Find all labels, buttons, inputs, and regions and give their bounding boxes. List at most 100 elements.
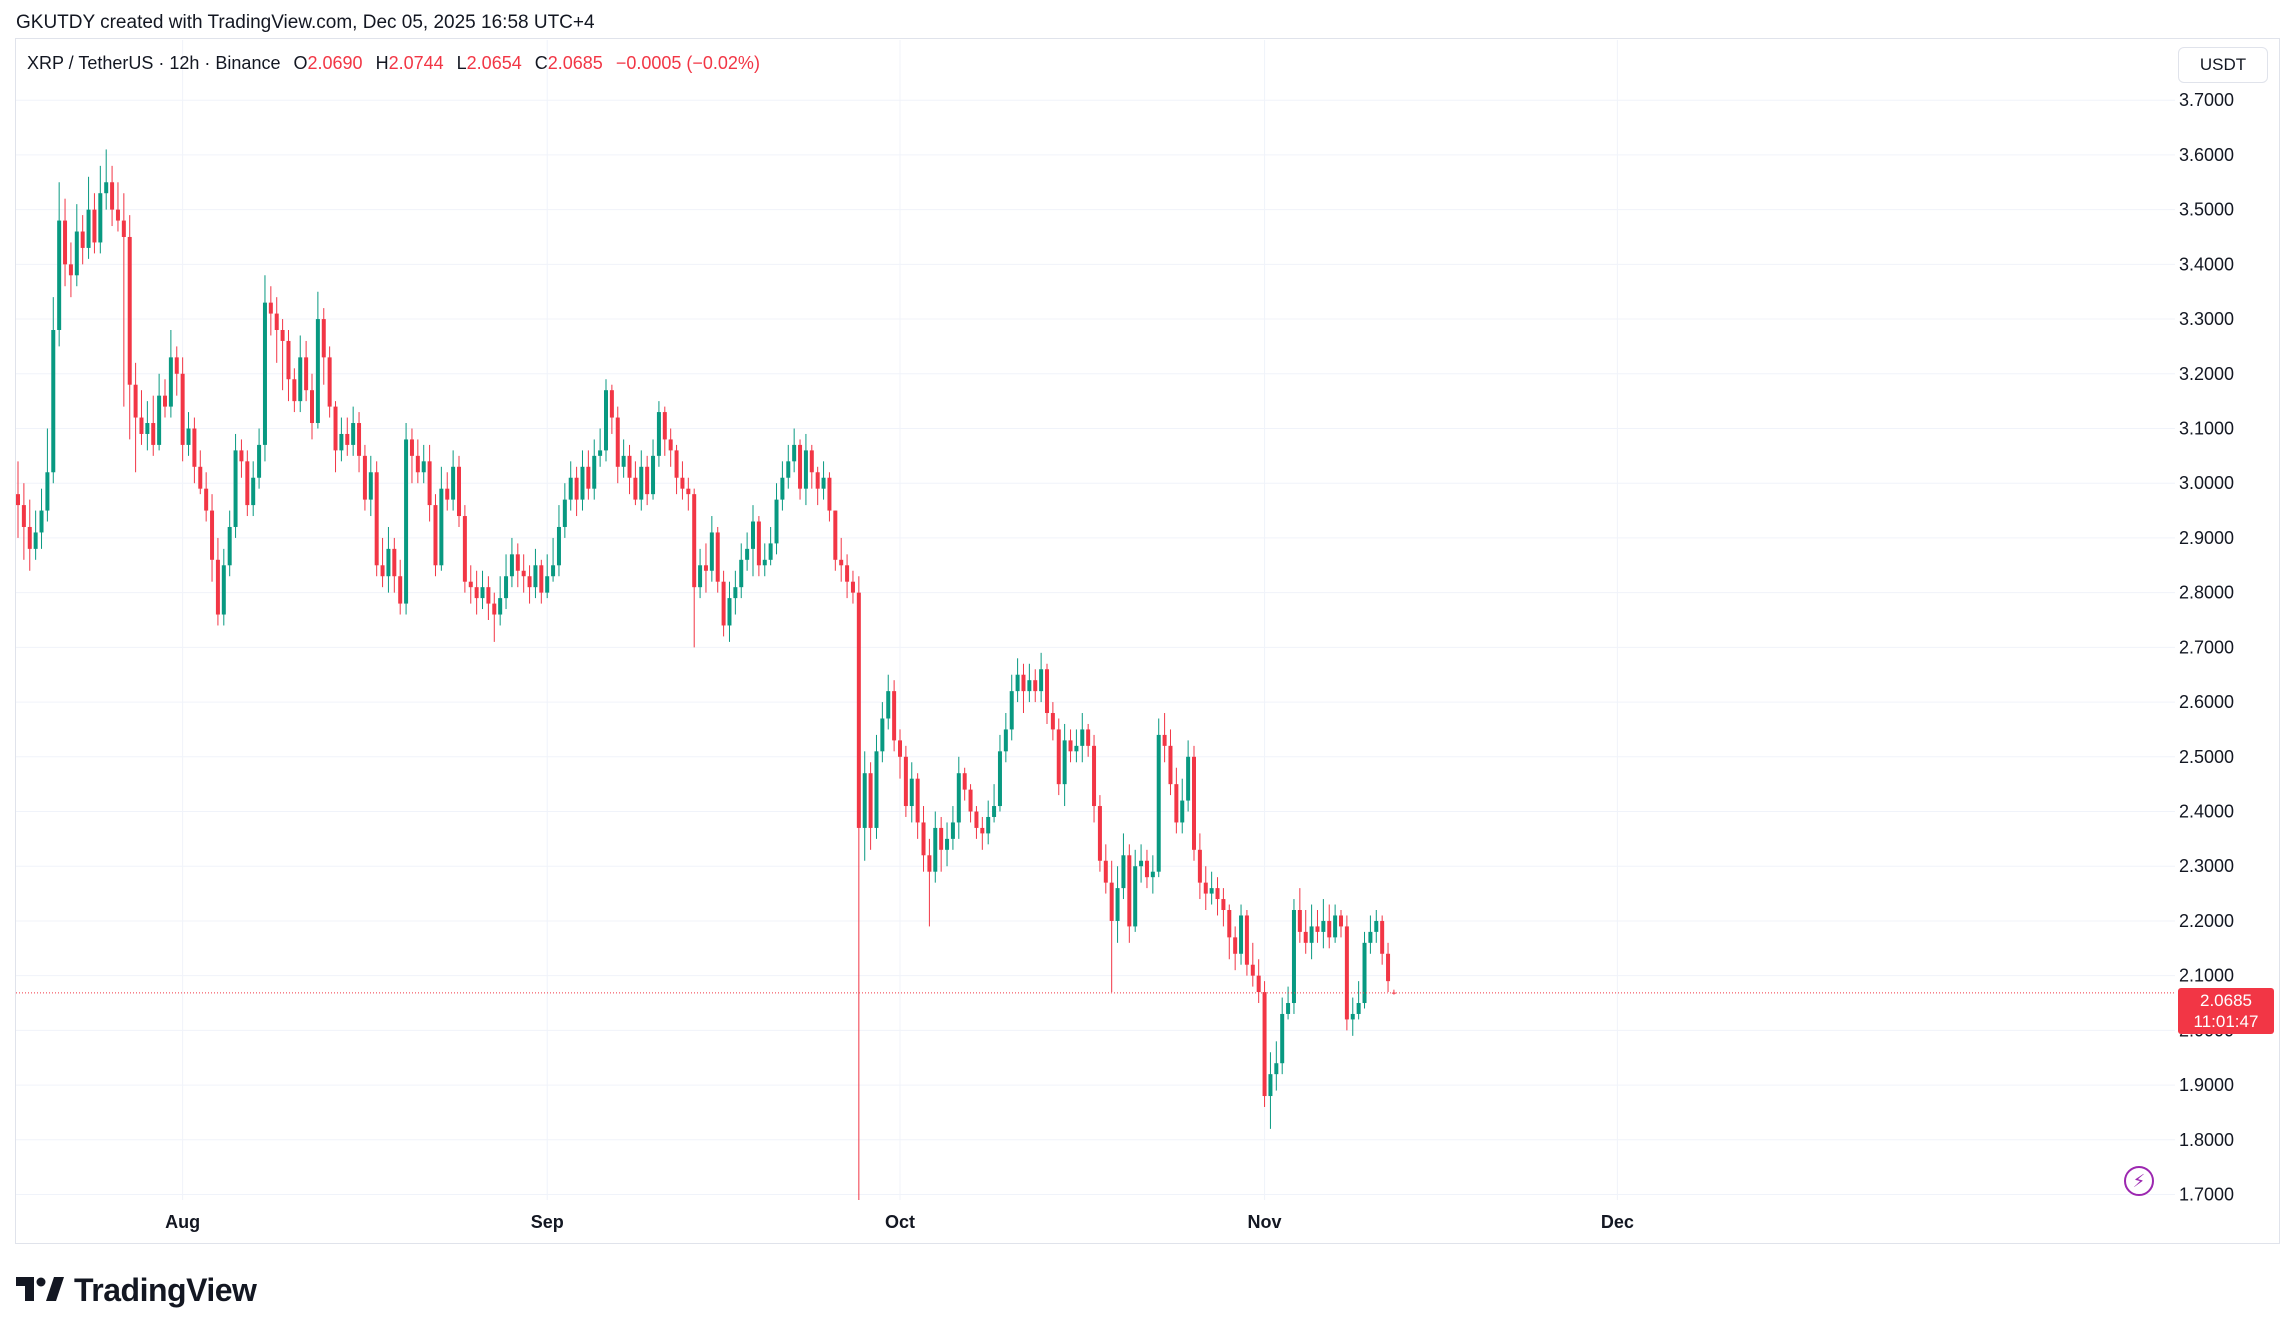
candle [115,182,120,232]
candle [956,756,961,839]
candle [686,477,691,511]
candle-body [1386,953,1391,982]
candle [121,193,126,407]
candle-body [33,532,38,549]
candle-body [1250,964,1255,976]
candle-body [327,357,332,407]
candle [362,444,367,511]
candle-body [357,423,362,456]
candle [898,729,902,779]
candle-body [257,444,262,478]
low-value: 2.0654 [466,53,522,73]
candle-body [1109,882,1114,921]
candle [1168,729,1173,796]
candle-body [1192,756,1196,850]
candle [304,340,309,402]
candle [680,461,685,500]
candle-body [1092,745,1097,807]
candle-body [674,450,679,478]
candle-body [345,433,350,445]
y-tick-label: 3.3000 [2179,309,2234,329]
candle-body [1233,937,1238,954]
candle [186,412,191,456]
candle-body [839,559,844,566]
candle [104,149,109,210]
candle-body [1268,1074,1273,1097]
candle-body [445,488,450,500]
candle [27,499,32,571]
candle [945,822,950,867]
candle [715,526,720,593]
candle-body [539,565,544,593]
candle [927,838,932,927]
candle-body [451,466,456,500]
candle [33,510,38,560]
y-tick-label: 2.5000 [2179,747,2234,767]
y-tick-label: 3.7000 [2179,90,2234,110]
candle-body [621,455,626,467]
candle-body [262,302,267,445]
candle-body [898,740,902,757]
candle [351,406,356,456]
candle-body [1086,729,1091,746]
candle [139,390,144,445]
candle-body [680,477,685,489]
candle-body [74,231,79,276]
candle [233,433,238,538]
candle-body [1050,713,1055,730]
y-tick-label: 1.9000 [2179,1075,2234,1095]
candle-body [27,526,32,549]
candle-body [1121,855,1126,889]
candle [504,554,509,610]
candle [521,554,526,593]
candle [457,455,461,527]
candle [821,461,826,500]
symbol-legend: XRP / TetherUS · 12h · Binance O2.0690 H… [27,53,760,74]
lightning-icon[interactable]: ⚡ [2124,1166,2154,1196]
candle [1339,910,1343,938]
candle-body [1033,680,1038,692]
candle-body [968,789,973,812]
y-tick-label: 2.3000 [2179,856,2234,876]
candle-body [662,412,667,440]
candle [1062,723,1067,807]
candle-body [321,319,326,358]
candle [1303,910,1308,954]
candle [1068,729,1073,763]
candle-body [551,565,556,577]
candle [621,439,626,478]
candle-body [51,330,56,473]
close-value: 2.0685 [547,53,603,73]
candle [433,494,438,577]
candle [339,417,344,462]
candle-body [1256,975,1261,993]
candle [1350,997,1355,1036]
currency-button[interactable]: USDT [2178,47,2268,83]
candle-body [433,505,438,566]
candle-body [457,466,461,517]
candle [721,570,726,637]
candle [198,450,203,495]
candle [1056,718,1061,796]
candle-body [45,472,50,511]
candle-body [227,526,232,566]
candle [1097,795,1102,872]
candle-body [768,543,773,560]
candle [321,308,326,385]
candle-body [1327,920,1332,938]
symbol-name: XRP / TetherUS · 12h · Binance [27,53,281,73]
candle [16,461,20,538]
tradingview-branding[interactable]: TradingView [16,1270,257,1310]
candle [598,428,603,467]
candle [527,565,532,604]
high-label: H [375,53,389,73]
candle-body [157,395,162,445]
candle [703,543,708,593]
candle-body [545,576,550,593]
candle-body [980,827,985,834]
candle [98,165,103,254]
candle [86,176,91,259]
candle-body [151,423,156,445]
candle [709,516,714,582]
